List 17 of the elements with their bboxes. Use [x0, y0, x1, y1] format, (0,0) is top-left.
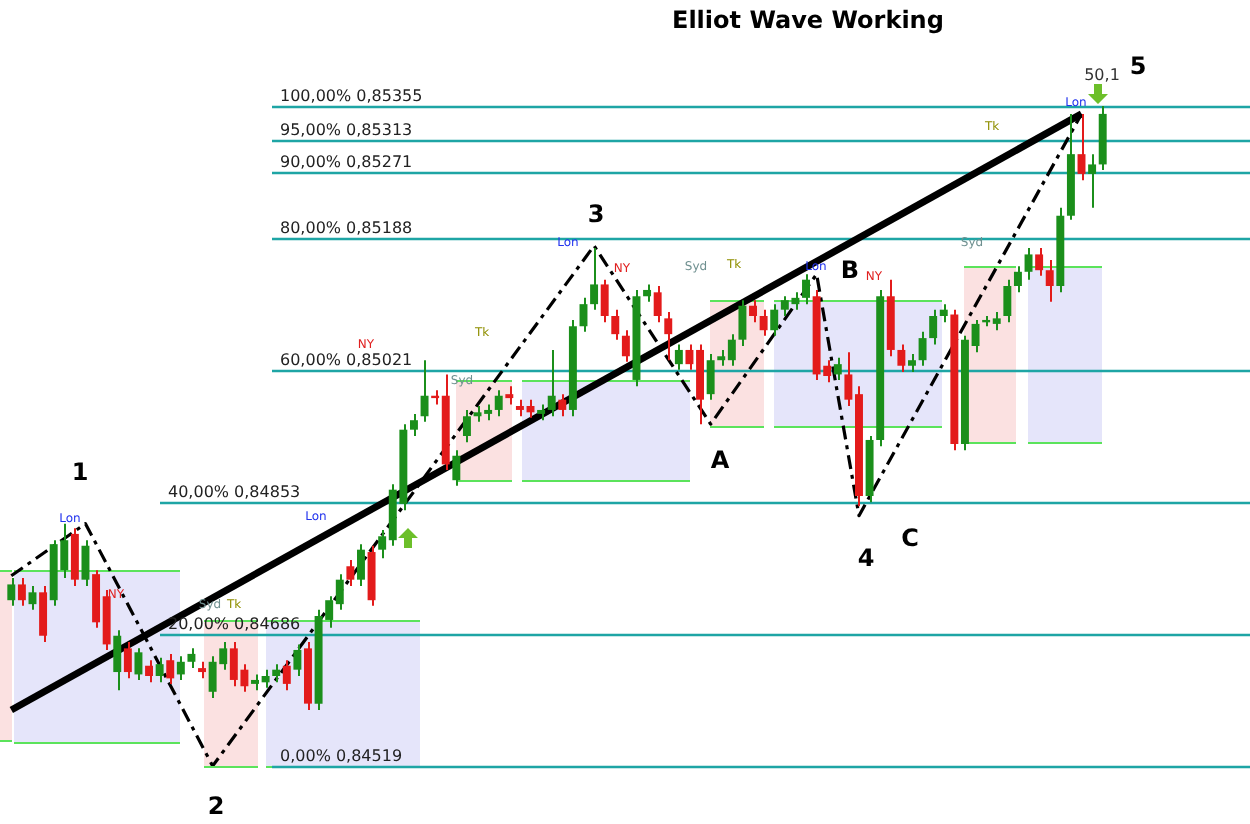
- annotation: 4: [857, 544, 875, 572]
- ref-line-label: 80,00% 0,85188: [280, 219, 413, 238]
- text: 5: [1129, 52, 1147, 80]
- text: 2: [207, 792, 225, 820]
- annotation: 3: [587, 200, 605, 228]
- text: 50,1: [1084, 66, 1120, 84]
- ref-line-label: 60,00% 0,85021: [280, 351, 413, 370]
- ref-line-label: 100,00% 0,85355: [280, 87, 423, 106]
- annotation: B: [840, 256, 860, 284]
- ref-line-label: 0,00% 0,84519: [280, 747, 403, 766]
- chart-title: Elliot Wave Working: [672, 6, 944, 34]
- ref-line-label: 90,00% 0,85271: [280, 153, 413, 172]
- ref-line-label: 95,00% 0,85313: [280, 121, 413, 140]
- ref-line-label: 40,00% 0,84853: [168, 483, 301, 502]
- annotation: 1: [71, 458, 89, 486]
- annotation: C: [901, 524, 920, 552]
- annotation: A: [710, 446, 731, 474]
